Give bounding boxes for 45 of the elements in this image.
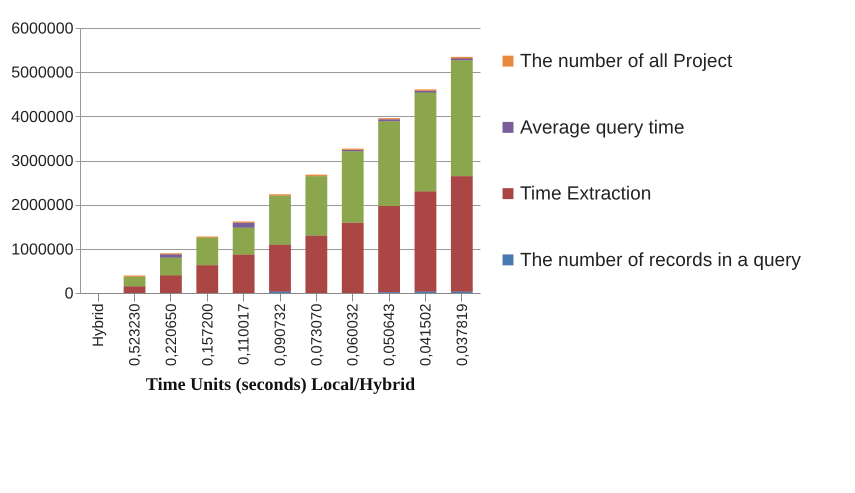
bar bbox=[160, 258, 182, 276]
bar bbox=[196, 265, 218, 293]
y-tick-label: 4000000 bbox=[11, 108, 74, 126]
x-tick-label: 0,050643 bbox=[381, 304, 398, 366]
bar bbox=[124, 286, 146, 293]
bar bbox=[269, 196, 291, 245]
bar bbox=[414, 92, 436, 192]
bar bbox=[450, 176, 473, 292]
y-tick-label: 0 bbox=[64, 286, 74, 302]
x-tick-label: 0,041502 bbox=[417, 304, 434, 366]
bar bbox=[232, 254, 255, 293]
x-tick-label: 0,037819 bbox=[454, 304, 471, 366]
bar bbox=[378, 206, 400, 292]
x-tick-label: 0,090732 bbox=[272, 304, 289, 366]
bar bbox=[269, 244, 291, 292]
x-tick-label: 0,157200 bbox=[199, 304, 216, 366]
bar bbox=[342, 151, 364, 223]
y-tick-label: 5000000 bbox=[11, 64, 74, 82]
y-tick-label: 3000000 bbox=[11, 153, 74, 170]
bar bbox=[414, 191, 436, 292]
y-tick-label: 2000000 bbox=[11, 197, 74, 214]
bar bbox=[160, 276, 182, 293]
y-tick-label: 6000000 bbox=[11, 20, 74, 38]
legend-label: Time Extraction bbox=[520, 184, 652, 205]
bar bbox=[160, 254, 182, 258]
x-tick-label: 0,060032 bbox=[344, 304, 362, 366]
bar bbox=[378, 121, 400, 206]
bar bbox=[305, 176, 328, 236]
x-tick-label: 0,110017 bbox=[236, 304, 253, 365]
bar bbox=[450, 60, 473, 176]
bar bbox=[232, 222, 255, 228]
legend-label: Average query time bbox=[520, 117, 684, 138]
x-tick-label: 0,523230 bbox=[126, 304, 144, 366]
x-axis-title: Time Units (seconds) Local/Hybrid bbox=[146, 374, 416, 394]
bar bbox=[124, 276, 146, 286]
bar bbox=[232, 228, 255, 255]
y-tick-label: 1000000 bbox=[11, 241, 74, 258]
bar bbox=[342, 222, 364, 293]
bar bbox=[196, 238, 218, 266]
legend-label: The number of records in a query bbox=[520, 250, 802, 271]
legend-label: The number of all Project bbox=[520, 51, 733, 72]
x-tick-label: Hybrid bbox=[90, 304, 108, 347]
bar bbox=[305, 236, 328, 293]
x-tick-label: 0,073070 bbox=[308, 304, 326, 366]
x-tick-label: 0,220650 bbox=[162, 304, 180, 366]
